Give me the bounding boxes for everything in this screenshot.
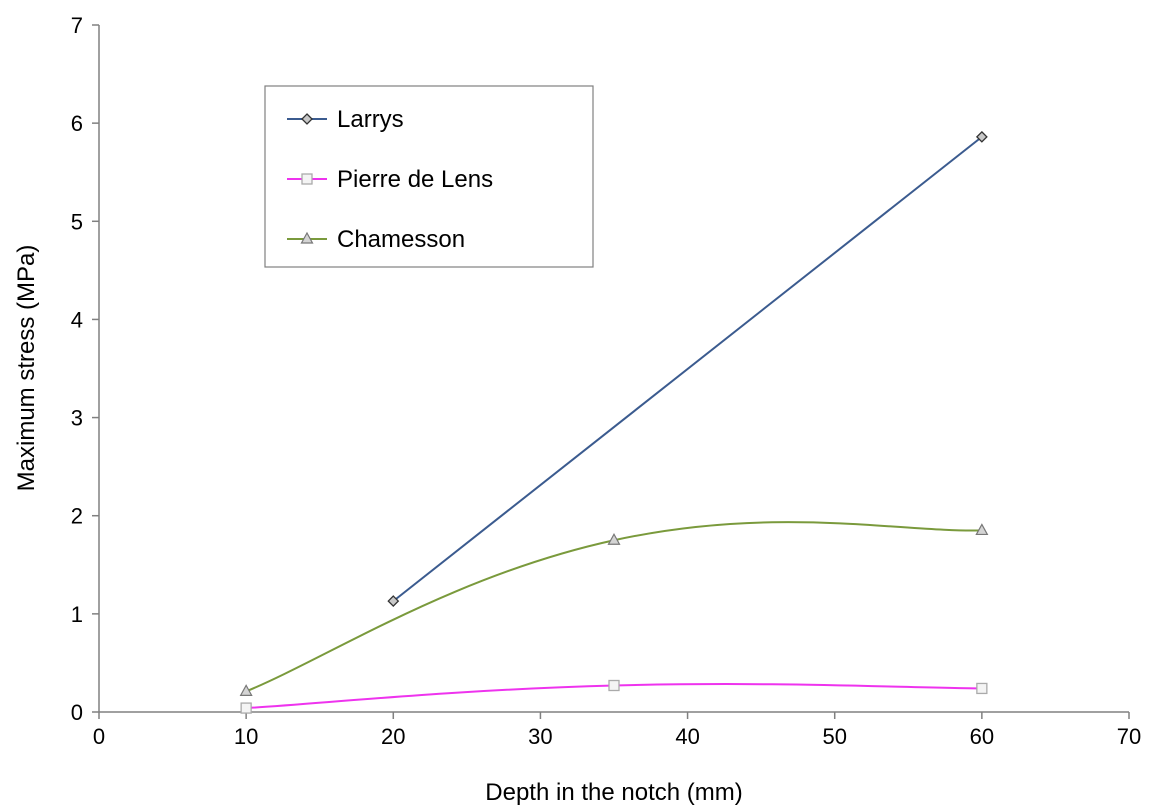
data-point-larrys bbox=[387, 595, 400, 608]
legend-marker-larrys bbox=[301, 113, 313, 125]
legend-item-chamesson: Chamesson bbox=[287, 226, 465, 253]
x-tick-label: 20 bbox=[381, 724, 405, 749]
data-point-chamesson bbox=[239, 684, 253, 696]
y-tick-label: 7 bbox=[71, 13, 83, 38]
x-tick-label: 30 bbox=[528, 724, 552, 749]
legend: Larrys Pierre de Lens Chamesson bbox=[264, 85, 594, 268]
y-axis-title: Maximum stress (MPa) bbox=[13, 245, 40, 492]
y-tick-label: 0 bbox=[71, 700, 83, 725]
x-tick-label: 40 bbox=[675, 724, 699, 749]
y-tick-label: 1 bbox=[71, 602, 83, 627]
y-tick-label: 6 bbox=[71, 111, 83, 136]
y-tick-label: 4 bbox=[71, 307, 83, 332]
series-larrys bbox=[387, 130, 988, 608]
series-chamesson bbox=[239, 521, 989, 696]
x-tick-label: 10 bbox=[234, 724, 258, 749]
legend-box bbox=[264, 85, 594, 268]
y-tick-label: 2 bbox=[71, 504, 83, 529]
legend-label-pierre-de-lens: Pierre de Lens bbox=[337, 166, 493, 193]
data-point-chamesson bbox=[975, 523, 989, 536]
y-tick-label: 3 bbox=[71, 406, 83, 431]
y-tick-label: 5 bbox=[71, 209, 83, 234]
x-tick-label: 70 bbox=[1117, 724, 1141, 749]
axes bbox=[98, 25, 1129, 713]
legend-marker-chamesson bbox=[300, 231, 314, 244]
legend-items: Larrys Pierre de Lens Chamesson bbox=[287, 106, 493, 253]
legend-label-larrys: Larrys bbox=[337, 106, 404, 133]
x-tick-label: 50 bbox=[822, 724, 846, 749]
series-pierre-de-lens bbox=[240, 679, 988, 714]
y-ticks: 0 1 2 3 4 5 6 7 bbox=[71, 13, 99, 725]
data-point-pierre-de-lens bbox=[976, 682, 988, 695]
legend-marker-pierre-de-lens bbox=[301, 173, 313, 185]
data-point-larrys bbox=[975, 130, 988, 143]
legend-item-pierre-de-lens: Pierre de Lens bbox=[287, 166, 493, 193]
series-line-chamesson bbox=[245, 521, 982, 693]
data-point-chamesson bbox=[607, 533, 621, 545]
legend-label-chamesson: Chamesson bbox=[337, 226, 465, 253]
x-tick-label: 60 bbox=[970, 724, 994, 749]
x-ticks: 0 10 20 30 40 50 60 70 bbox=[93, 712, 1141, 749]
data-point-pierre-de-lens bbox=[240, 702, 252, 714]
x-tick-label: 0 bbox=[93, 724, 105, 749]
x-axis-title: Depth in the notch (mm) bbox=[485, 779, 742, 806]
legend-item-larrys: Larrys bbox=[287, 106, 404, 133]
data-point-pierre-de-lens bbox=[608, 679, 620, 692]
series-line-larrys bbox=[392, 136, 983, 602]
series-layer bbox=[239, 130, 989, 714]
